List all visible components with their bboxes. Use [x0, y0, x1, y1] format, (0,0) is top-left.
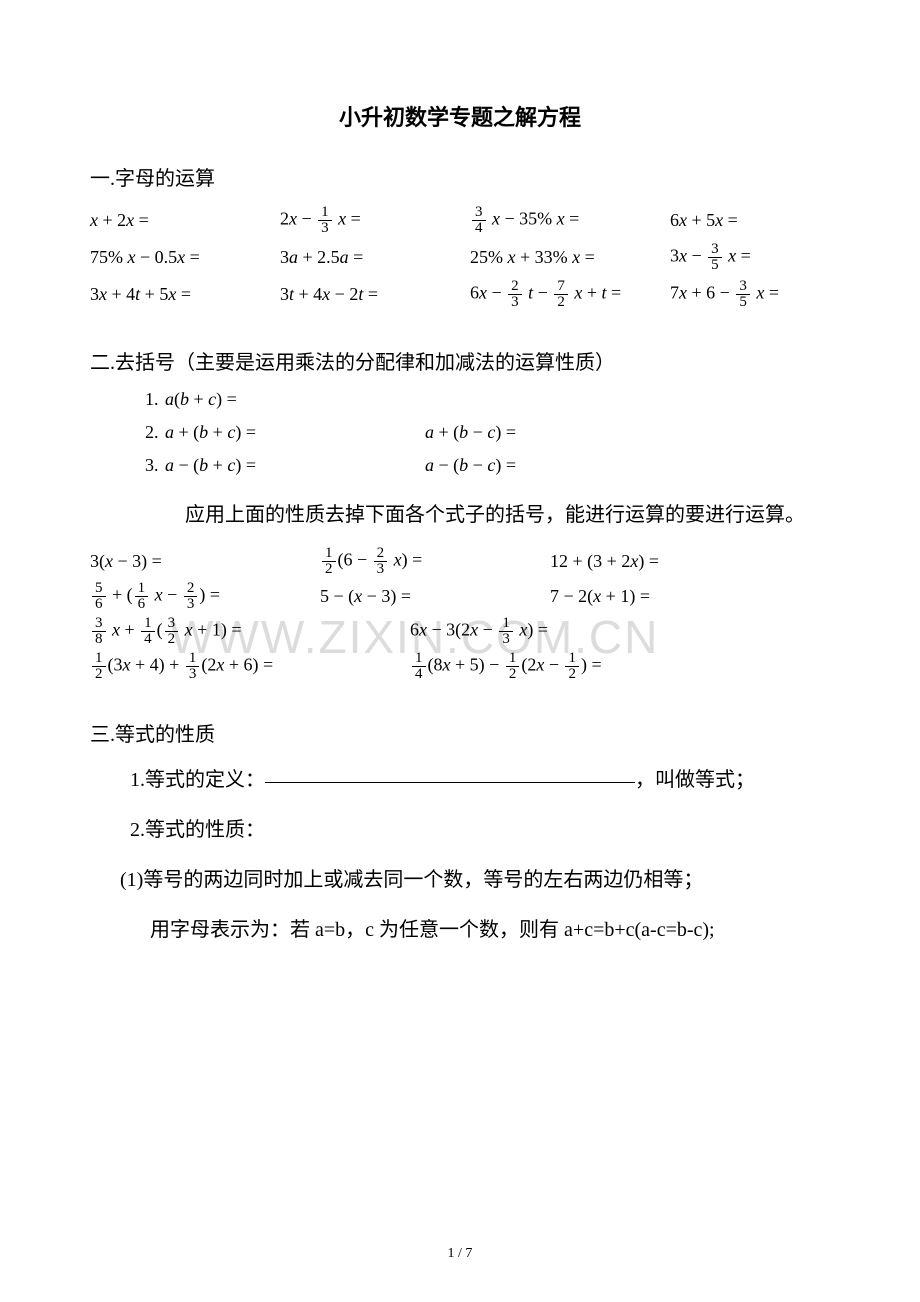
section-2-list: 1. a(b + c) = 2. a + (b + c) =a + (b − c)… — [90, 389, 830, 476]
math-expression: 56 + (16 x − 23) = — [90, 581, 320, 612]
sec3-line2: 2.等式的性质： — [130, 811, 830, 849]
math-expression: 5 − (x − 3) = — [320, 586, 550, 607]
math-expression: 6x + 5x = — [670, 210, 830, 231]
section-2-paragraph: 应用上面的性质去掉下面各个式子的括号，能进行运算的要进行运算。 — [185, 504, 805, 526]
sec3-line1-b: ，叫做等式； — [635, 769, 755, 791]
math-expression: 6x − 3(2x − 13 x) = — [410, 616, 730, 647]
math-expression: 12(6 − 23 x) = — [320, 546, 550, 577]
page-title: 小升初数学专题之解方程 — [90, 100, 830, 132]
page-footer: 1 / 7 — [0, 1246, 920, 1262]
section-3-heading: 三.等式的性质 — [90, 718, 830, 747]
section-2-grid-b: 38 x + 14(32 x + 1) =6x − 3(2x − 13 x) =… — [90, 616, 830, 682]
math-expression: 34 x − 35% x = — [470, 205, 670, 236]
math-expression: 12(3x + 4) + 13(2x + 6) = — [90, 651, 410, 682]
math-expression: 38 x + 14(32 x + 1) = — [90, 616, 410, 647]
math-expression: x + 2x = — [90, 210, 280, 231]
math-expression: 7 − 2(x + 1) = — [550, 586, 780, 607]
sec3-line3: (1)等号的两边同时加上或减去同一个数，等号的左右两边仍相等； — [120, 861, 830, 899]
math-expression: 3t + 4x − 2t = — [280, 284, 470, 305]
blank-underline — [265, 782, 635, 783]
section-1-heading: 一.字母的运算 — [90, 162, 830, 191]
section-2-heading: 二.去括号（主要是运用乘法的分配律和加减法的运算性质） — [90, 346, 830, 375]
math-expression: 3(x − 3) = — [90, 551, 320, 572]
section-1-grid: x + 2x =2x − 13 x =34 x − 35% x =6x + 5x… — [90, 205, 830, 310]
math-expression: 2x − 13 x = — [280, 205, 470, 236]
sec3-line4: 用字母表示为：若 a=b，c 为任意一个数，则有 a+c=b+c(a-c=b-c… — [150, 911, 830, 949]
math-expression: 3x + 4t + 5x = — [90, 284, 280, 305]
math-expression: 3x − 35 x = — [670, 242, 830, 273]
equation-row: 1. a(b + c) = — [145, 389, 830, 410]
math-expression: 14(8x + 5) − 12(2x − 12) = — [410, 651, 730, 682]
math-expression: 75% x − 0.5x = — [90, 247, 280, 268]
sec3-line1: 1.等式的定义： ，叫做等式； — [130, 761, 830, 799]
section-2-grid-a: 3(x − 3) =12(6 − 23 x) =12 + (3 + 2x) =5… — [90, 546, 830, 612]
equation-row: 2. a + (b + c) =a + (b − c) = — [145, 422, 830, 443]
equation-row: 3. a − (b + c) =a − (b − c) = — [145, 455, 830, 476]
math-expression: 6x − 23 t − 72 x + t = — [470, 279, 670, 310]
math-expression: 12 + (3 + 2x) = — [550, 551, 780, 572]
math-expression: 7x + 6 − 35 x = — [670, 279, 830, 310]
sec3-line1-a: 1.等式的定义： — [130, 769, 265, 791]
math-expression: 3a + 2.5a = — [280, 247, 470, 268]
math-expression: 25% x + 33% x = — [470, 247, 670, 268]
